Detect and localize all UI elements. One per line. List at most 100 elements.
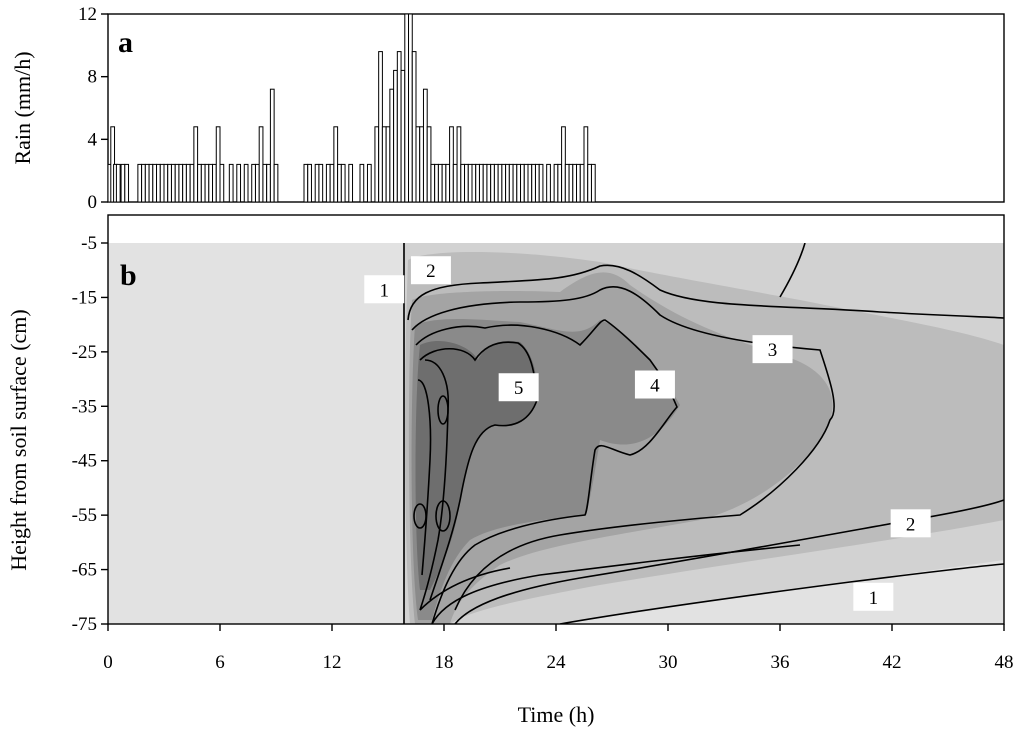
contour-label-box xyxy=(364,275,405,304)
x-tick-label: 18 xyxy=(435,652,454,673)
y-tick-label: 8 xyxy=(88,67,98,88)
rain-bar xyxy=(396,51,402,203)
rain-bar xyxy=(303,163,309,203)
contour-label-box xyxy=(890,509,931,538)
rain-bar xyxy=(228,163,234,203)
heatmap-field xyxy=(108,243,1004,624)
rain-bar xyxy=(422,88,428,203)
y-tick-label: -45 xyxy=(72,451,97,472)
rain-bar xyxy=(553,163,559,203)
panel-b-x-ticks: 0 6 12 18 24 30 36 42 48 xyxy=(103,624,1014,673)
rain-bar xyxy=(568,163,574,203)
rain-bar xyxy=(449,126,454,203)
rain-bar xyxy=(120,163,126,203)
rain-bar xyxy=(534,163,540,203)
contour-label-text: 1 xyxy=(380,280,390,301)
contour-label: 2 xyxy=(410,256,451,285)
rain-bar xyxy=(325,163,331,203)
rain-bar xyxy=(460,163,466,203)
rain-bar xyxy=(269,88,275,203)
rain-bar xyxy=(200,163,206,203)
contour-label: 1 xyxy=(364,275,405,304)
rain-bar xyxy=(329,163,335,203)
rain-bar xyxy=(359,163,365,203)
rain-bar xyxy=(505,163,510,203)
rain-bar xyxy=(307,163,312,203)
rain-bar xyxy=(482,163,488,203)
rain-bar xyxy=(579,163,585,203)
panel-a-y-axis-label: Rain (mm/h) xyxy=(10,51,35,164)
rain-bar xyxy=(156,163,161,203)
contour-1-lower-line xyxy=(559,563,1004,624)
rain-bar xyxy=(148,163,154,203)
rain-bar xyxy=(564,163,570,203)
contour-label-text: 3 xyxy=(768,340,778,361)
rain-bar xyxy=(538,163,544,203)
rain-bar xyxy=(215,126,221,203)
rain-bar xyxy=(415,126,421,203)
rain-bar xyxy=(115,163,121,203)
x-tick-label: 12 xyxy=(323,652,342,673)
contour-label-box xyxy=(752,335,793,364)
rain-bar xyxy=(478,163,484,203)
contour-label: 3 xyxy=(752,335,793,364)
rain-bars xyxy=(107,13,596,203)
rain-bar xyxy=(178,163,184,203)
y-tick-label: -65 xyxy=(72,560,97,581)
rain-bar xyxy=(340,163,346,203)
rain-bar xyxy=(531,163,536,203)
rain-bar xyxy=(471,163,477,203)
rain-bar xyxy=(212,163,217,203)
rain-bar xyxy=(434,163,439,203)
contour-label-box xyxy=(634,370,675,399)
rain-bar xyxy=(404,13,410,203)
x-tick-label: 6 xyxy=(215,652,225,673)
rain-bar xyxy=(508,163,514,203)
contour-label-box xyxy=(853,582,894,611)
panel-b-y-axis-label: Height from soil surface (cm) xyxy=(6,309,31,570)
contour-label: 2 xyxy=(890,509,931,538)
contour-2-line xyxy=(407,264,1004,321)
rain-bar xyxy=(314,163,320,203)
rain-bar xyxy=(437,163,443,203)
rain-bar xyxy=(445,163,451,203)
panel-a: 0 4 8 12 a Rain (mm/h) xyxy=(10,4,1005,213)
contour-core-c xyxy=(437,395,449,425)
rain-bar xyxy=(587,163,592,203)
rain-bar xyxy=(493,163,499,203)
rain-bar xyxy=(251,163,256,203)
rain-bar xyxy=(516,163,522,203)
panel-b-y-ticks: -5 -15 -25 -35 -45 -55 -65 -75 xyxy=(72,233,108,635)
rain-bar xyxy=(159,163,165,203)
contour-lines xyxy=(403,243,1004,624)
contour-2-right-line xyxy=(779,243,806,298)
rain-bar xyxy=(254,163,260,203)
rain-bar xyxy=(452,163,458,203)
rain-bar xyxy=(163,163,169,203)
rain-bar xyxy=(273,163,279,203)
panel-a-y-ticks: 0 4 8 12 xyxy=(78,4,108,213)
rain-bar xyxy=(219,163,225,203)
rain-bar xyxy=(243,163,249,203)
rain-bar xyxy=(426,126,432,203)
contour-inner-line-a xyxy=(419,359,450,611)
contour-4-line xyxy=(415,319,678,624)
contour-inner-line-b xyxy=(417,379,432,576)
rain-bar xyxy=(557,163,563,203)
rain-bar xyxy=(512,163,518,203)
level-5-region xyxy=(415,340,538,590)
y-tick-label: -15 xyxy=(72,287,97,308)
contour-label: 1 xyxy=(853,582,894,611)
rain-bar xyxy=(464,163,469,203)
rain-bar xyxy=(170,163,176,203)
x-tick-label: 36 xyxy=(771,652,790,673)
rain-bar xyxy=(193,126,199,203)
rain-bar xyxy=(318,163,324,203)
rain-bar xyxy=(497,163,503,203)
y-tick-label: -25 xyxy=(72,342,97,363)
rain-bar xyxy=(400,69,406,203)
rain-bar xyxy=(174,163,180,203)
rain-bar xyxy=(348,163,354,203)
